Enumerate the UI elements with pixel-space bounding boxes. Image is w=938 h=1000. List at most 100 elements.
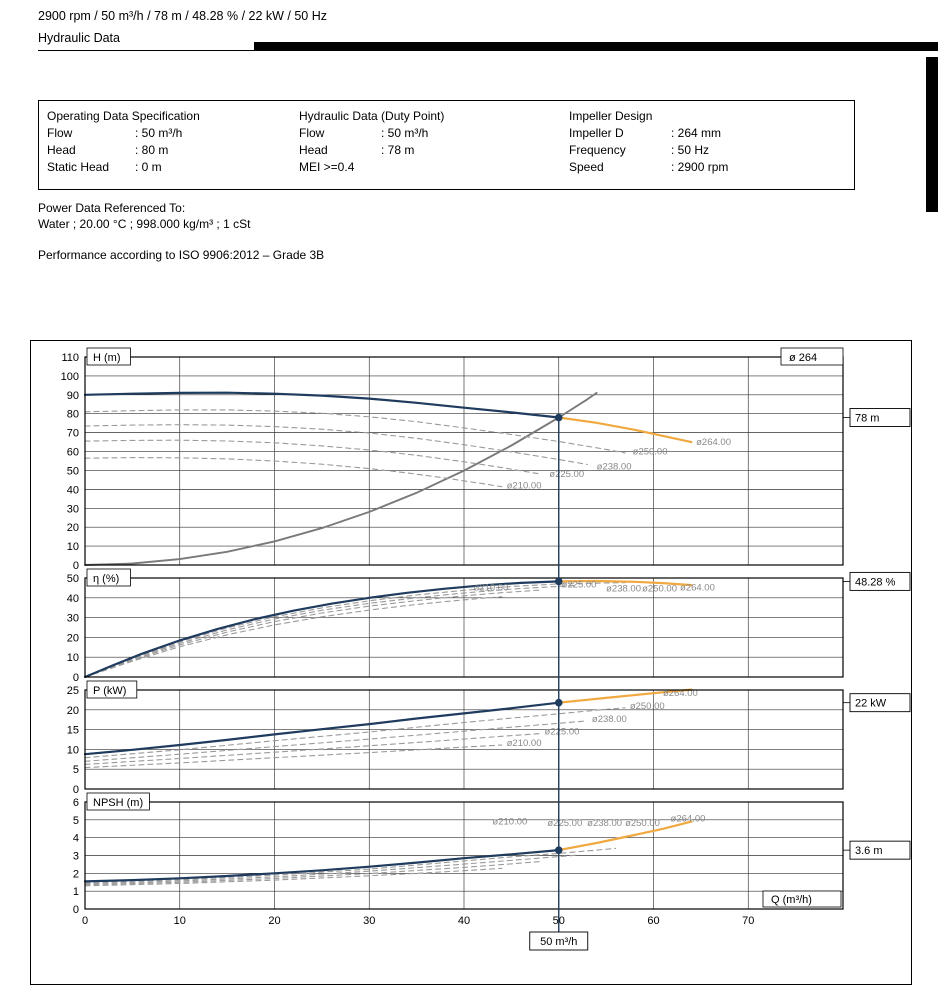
power-reference-title: Power Data Referenced To: [38, 201, 186, 215]
series-impeller-225 [84, 589, 541, 678]
spec-column-header: Impeller Design [569, 109, 653, 123]
series-impeller-264-extension [557, 579, 693, 587]
duty-callout-label: 22 kW [855, 698, 887, 710]
subplot-border [84, 577, 844, 678]
series-impeller-225 [84, 733, 541, 765]
series-system-curve [84, 391, 598, 566]
series-impeller-264 [83, 391, 560, 419]
spec-column-2: Impeller Design Impeller D: 264 mm Frequen… [561, 107, 848, 189]
subplot-border [84, 356, 844, 566]
spec-value: : 50 Hz [671, 143, 710, 157]
spec-label: Speed [569, 160, 604, 174]
diameter-label: ø264.00 [696, 437, 731, 448]
series-impeller-264-extension [557, 820, 693, 852]
y-tick-label: 10 [67, 652, 79, 664]
x-tick-label: 0 [82, 915, 88, 927]
y-tick-label: 10 [67, 744, 79, 756]
spec-label: Flow [299, 126, 325, 140]
series-impeller-210 [84, 457, 503, 488]
duty-point-efficiency [554, 577, 563, 586]
spec-column-header: Hydraulic Data (Duty Point) [299, 109, 445, 123]
series-impeller-250 [84, 582, 626, 678]
diameter-label: ø250.00 [630, 701, 665, 712]
spec-row: Flow : 50 m³/h [299, 125, 561, 142]
axis-label: η (%) [93, 573, 119, 585]
spec-row: Head: 80 m [47, 142, 291, 159]
series-impeller-210 [84, 596, 503, 678]
y-tick-label: 6 [73, 797, 79, 809]
series-impeller-264 [83, 701, 560, 756]
diameter-label: ø238.00 [587, 818, 622, 829]
y-tick-label: 40 [67, 484, 79, 496]
section-header-bar [254, 42, 938, 51]
spec-value: : 78 m [381, 143, 415, 157]
series-impeller-250 [84, 707, 626, 759]
x-tick-label: 30 [363, 915, 375, 927]
spec-label: Static Head [47, 160, 110, 174]
spec-row: Speed: 2900 rpm [569, 159, 848, 176]
duty-callout-label: 48.28 % [855, 576, 896, 588]
y-tick-label: 10 [67, 541, 79, 553]
diameter-label: ø264.00 [663, 688, 698, 699]
y-tick-label: 70 [67, 428, 79, 440]
spec-column-header: Operating Data Specification [47, 109, 200, 123]
series-impeller-264-extension [557, 416, 693, 444]
axis-label-box [86, 680, 138, 699]
y-tick-label: 0 [73, 904, 79, 916]
y-tick-label: 3 [73, 851, 79, 863]
impeller-diameter-box [780, 347, 844, 366]
duty-callout-box [849, 840, 911, 860]
subplot-npsh: 0 1 2 3 4 5 6 ø210.00 ø225.00 ø238.00 ø250.00 ø264.… [73, 792, 911, 916]
spec-label: Impeller D [569, 126, 624, 140]
x-tick-label: 10 [174, 915, 186, 927]
spec-label: Flow [47, 126, 73, 140]
y-tick-label: 40 [67, 593, 79, 605]
y-tick-label: 60 [67, 447, 79, 459]
power-reference-detail: Water ; 20.00 °C ; 998.000 kg/m³ ; 1 cSt [38, 217, 251, 231]
diameter-label: ø210.00 [507, 738, 542, 749]
series-impeller-238 [84, 424, 588, 465]
spec-value: : 50 m³/h [135, 126, 183, 140]
y-tick-label: 1 [73, 886, 79, 898]
y-tick-label: 90 [67, 390, 79, 402]
y-tick-label: 50 [67, 573, 79, 585]
series-impeller-238 [84, 720, 588, 762]
spec-row: Flow : 50 m³/h [47, 125, 291, 142]
duty-callout-box [849, 571, 911, 591]
series-impeller-238 [84, 584, 579, 678]
series-impeller-264 [83, 580, 560, 679]
y-tick-label: 20 [67, 705, 79, 717]
impeller-diameter-label: ø 264 [789, 352, 817, 364]
spec-value: : 0 m [135, 160, 162, 174]
x-tick-label: 70 [742, 915, 754, 927]
x-tick-label: 40 [458, 915, 470, 927]
y-tick-label: 30 [67, 613, 79, 625]
y-tick-label: 5 [73, 764, 79, 776]
duty-callout-label: 3.6 m [855, 845, 883, 857]
diameter-label: ø225.00 [562, 579, 597, 590]
diameter-label: ø225.00 [547, 818, 582, 829]
duty-point-head [554, 413, 563, 422]
x-tick-label: 20 [268, 915, 280, 927]
page-edge-tab [926, 57, 938, 212]
series-impeller-264 [83, 849, 560, 883]
y-tick-label: 0 [73, 784, 79, 796]
performance-chart: 0 10 20 30 40 50 60 70 80 90 100 110 ø264.00 ø250.00 ø… [30, 340, 912, 985]
series-impeller-225 [84, 439, 541, 475]
series-impeller-238 [84, 854, 579, 885]
diameter-label: ø264.00 [680, 583, 715, 594]
spec-column-0: Operating Data Specification Flow : 50 m³/… [39, 107, 291, 189]
spec-row: Head: 78 m [299, 142, 561, 159]
spec-value: : 50 m³/h [381, 126, 429, 140]
diameter-label: ø250.00 [625, 818, 660, 829]
subplot-border [84, 689, 844, 790]
duty-callout-label: 78 m [855, 413, 879, 425]
y-tick-label: 80 [67, 409, 79, 421]
series-impeller-250 [84, 847, 617, 884]
diameter-label: ø210.00 [473, 582, 508, 593]
spec-label: Frequency [569, 143, 626, 157]
spec-label: MEI >=0.4 [299, 160, 355, 174]
x-tick-label: 60 [647, 915, 659, 927]
axis-label-box [86, 347, 131, 366]
performance-standard-note: Performance according to ISO 9906:2012 –… [38, 248, 325, 262]
